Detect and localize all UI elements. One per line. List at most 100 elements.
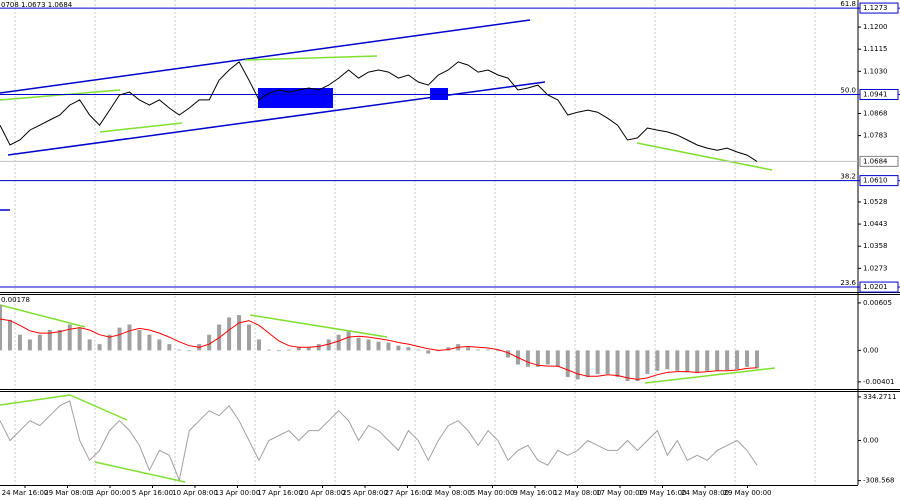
macd-bar (635, 350, 640, 381)
macd-bar (685, 350, 690, 373)
x-tick-label: 29 Mar 08:00 (44, 489, 91, 497)
level-ratio: 50.0 (840, 86, 856, 94)
level-ratio: 23.6 (840, 279, 856, 287)
y-tick-label: -308.568 (863, 477, 894, 485)
macd-bar (525, 350, 530, 367)
x-tick-label: 24 May 08:00 (681, 489, 729, 497)
divergence-line (69, 394, 128, 421)
macd-bar (476, 349, 481, 351)
divergence-line (244, 55, 378, 61)
signal-line (0, 318, 758, 380)
y-tick-label: 1.0443 (863, 220, 888, 228)
drawings (0, 19, 776, 483)
macd-bar (316, 344, 321, 351)
macd-bar (755, 350, 759, 369)
macd-bar (486, 349, 491, 351)
x-tick-label: 10 Apr 08:00 (172, 489, 218, 497)
macd-bar (605, 350, 610, 374)
macd-bar (565, 350, 570, 378)
level-label-box (859, 88, 899, 100)
divergence-line (0, 89, 121, 101)
macd-bar (167, 344, 172, 351)
macd-bar (127, 324, 132, 351)
x-tick-label: 13 Apr 00:00 (215, 489, 261, 497)
y-tick-label: 1.1030 (863, 67, 888, 75)
macd-bar (27, 339, 32, 351)
macd-bar (366, 339, 371, 351)
x-tick-label: 5 May 00:00 (471, 489, 515, 497)
channel-upper (0, 19, 531, 94)
macd-bar (237, 315, 242, 351)
header-text: 0708 1.0673 1.0684 (1, 1, 73, 9)
macd-bar (705, 350, 710, 371)
macd-bar (77, 327, 82, 351)
macd-bar (227, 317, 232, 351)
x-tick-label: 17 May 00:00 (596, 489, 644, 497)
macd-bar (87, 339, 92, 351)
x-tick-label: 9 May 16:00 (513, 489, 557, 497)
macd-label: 0.00178 (1, 296, 30, 304)
macd-bar (207, 334, 212, 351)
divergence-line (0, 394, 71, 406)
macd-bar (535, 350, 540, 367)
divergence-line (249, 314, 388, 338)
y-tick-label: 334.2711 (863, 393, 896, 401)
y-tick-label: 0.00 (863, 346, 879, 354)
macd-bar (57, 329, 62, 351)
macd-bar (107, 334, 112, 351)
macd-bar (37, 334, 42, 351)
level-ratio: 38.2 (840, 173, 856, 181)
macd-bar (47, 329, 52, 351)
macd-bar (545, 350, 550, 365)
macd-bar (137, 329, 142, 351)
y-tick-label: 0.00 (863, 436, 879, 444)
macd-bar (675, 350, 680, 371)
current-price-label: 1.0684 (863, 157, 888, 165)
x-tick-label: 5 Apr 16:00 (132, 489, 173, 497)
current-price-box (859, 155, 899, 167)
x-tick-label: 20 Apr 08:00 (300, 489, 346, 497)
x-tick-label: 3 Apr 00:00 (89, 489, 130, 497)
macd-bar (715, 350, 720, 371)
macd-bar (695, 350, 700, 374)
level-label-box (859, 2, 899, 14)
macd-bar (346, 331, 351, 351)
y-tick-label: 1.0358 (863, 242, 888, 250)
level-label-box (859, 175, 899, 187)
x-tick-label: 2 May 08:00 (428, 489, 472, 497)
macd-bar (575, 350, 580, 380)
macd-bar (266, 349, 271, 351)
macd-bar (735, 350, 740, 370)
macd-bar (396, 345, 401, 351)
x-tick-label: 27 Apr 16:00 (385, 489, 431, 497)
divergence-line (99, 122, 183, 133)
x-tick-label: 29 May 00:00 (723, 489, 771, 497)
macd-bar (655, 350, 660, 371)
divergence-line (644, 367, 776, 384)
macd-bar (296, 347, 301, 351)
x-tick-label: 12 May 08:00 (553, 489, 601, 497)
macd-bar (336, 334, 341, 351)
x-tick-label: 19 May 16:00 (638, 489, 686, 497)
macd-bar (625, 350, 630, 381)
macd-bar (665, 350, 670, 370)
macd-bar (326, 339, 331, 351)
zone (258, 88, 333, 108)
macd-bar (97, 344, 102, 351)
level-ratio: 61.8 (840, 0, 856, 8)
macd-bar (745, 350, 750, 367)
y-tick-label: 1.0528 (863, 198, 888, 206)
level-label: 1.0201 (863, 283, 888, 291)
macd-bar (177, 349, 182, 351)
macd-bar (645, 350, 650, 374)
price-line (0, 61, 758, 162)
macd-bar (276, 350, 281, 352)
macd-bar (555, 350, 560, 367)
macd-bar (595, 350, 600, 374)
divergence-line (0, 304, 86, 328)
macd-bar (17, 334, 22, 351)
level-label: 1.1273 (863, 4, 888, 12)
y-tick-label: -0.00401 (863, 378, 894, 386)
